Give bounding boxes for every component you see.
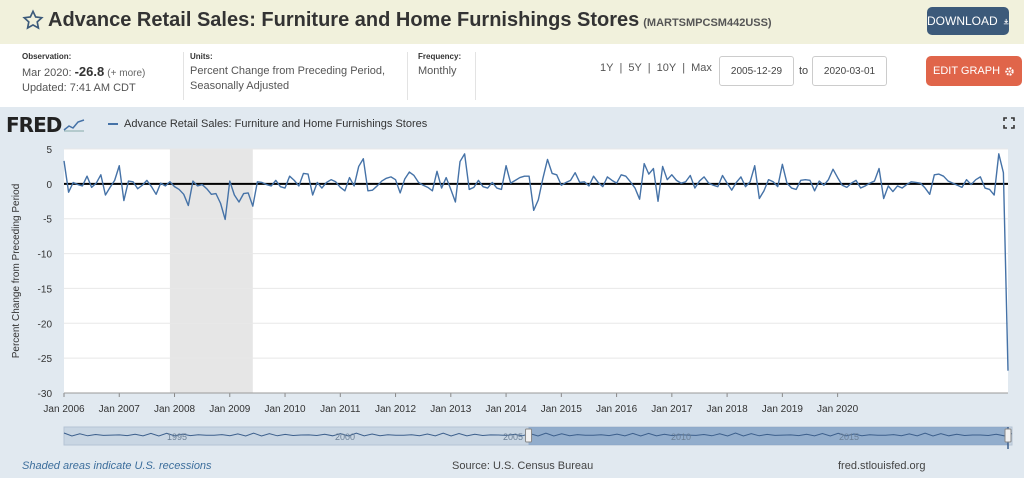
navigator-handle-right: [1004, 428, 1012, 443]
navigator-label: 1995: [167, 432, 187, 442]
series-line: [63, 153, 1009, 371]
units-line1: Percent Change from Preceding Period,: [190, 65, 386, 77]
logo-chart-icon: [63, 119, 85, 132]
x-tick-label: Jan 2016: [596, 404, 638, 415]
range-max[interactable]: Max: [691, 62, 712, 74]
updated-time: Updated: 7:41 AM CDT: [22, 82, 136, 94]
x-tick-label: Jan 2009: [209, 404, 251, 415]
download-button[interactable]: DOWNLOAD: [927, 7, 1009, 35]
fullscreen-icon[interactable]: [1003, 117, 1015, 129]
page-header: Advance Retail Sales: Furniture and Home…: [0, 0, 1024, 44]
navigator-label: 2005: [503, 432, 523, 442]
frequency-label: Frequency:: [418, 52, 462, 61]
download-label: DOWNLOAD: [927, 14, 998, 28]
range-selector: 1Y | 5Y | 10Y | Max: [600, 62, 712, 74]
star-icon[interactable]: [22, 9, 44, 31]
x-tick-label: Jan 2006: [43, 404, 85, 415]
recession-note: Shaded areas indicate U.S. recessions: [22, 460, 212, 472]
x-tick-label: Jan 2007: [99, 404, 141, 415]
site-link[interactable]: fred.stlouisfed.org: [838, 460, 926, 472]
observation-label: Observation:: [22, 52, 72, 61]
observation-block: Observation: Mar 2020: -26.8 (+ more) Up…: [22, 52, 184, 100]
range-5y[interactable]: 5Y: [628, 62, 642, 74]
units-line2: Seasonally Adjusted: [190, 80, 290, 92]
more-link[interactable]: (+ more): [107, 68, 146, 79]
fred-logo-text: FRED: [6, 113, 62, 137]
x-tick-label: Jan 2012: [375, 404, 417, 415]
x-tick-label: Jan 2011: [320, 404, 361, 415]
observation-date: Mar 2020:: [22, 67, 72, 79]
edit-graph-label: EDIT GRAPH: [932, 65, 1001, 77]
y-tick-label: -5: [43, 215, 52, 226]
x-tick-label: Jan 2008: [154, 404, 196, 415]
fred-logo: FRED: [6, 113, 85, 137]
edit-graph-button[interactable]: EDIT GRAPH: [926, 56, 1022, 86]
y-tick-label: -25: [38, 354, 53, 365]
y-tick-label: 5: [46, 145, 52, 156]
x-tick-label: Jan 2014: [485, 404, 527, 415]
source-text: Source: U.S. Census Bureau: [452, 460, 594, 472]
x-tick-label: Jan 2013: [430, 404, 472, 415]
frequency-value: Monthly: [418, 65, 457, 77]
y-tick-label: -20: [38, 319, 53, 330]
gear-icon: [1005, 66, 1014, 76]
navigator-selection: [528, 427, 1008, 445]
observation-value: -26.8: [74, 64, 105, 79]
x-tick-label: Jan 2019: [762, 404, 804, 415]
download-icon: [1003, 18, 1009, 24]
to-label: to: [799, 65, 809, 77]
legend: Advance Retail Sales: Furniture and Home…: [108, 118, 427, 130]
y-tick-label: -10: [38, 250, 53, 261]
range-1y[interactable]: 1Y: [600, 62, 614, 74]
legend-label: Advance Retail Sales: Furniture and Home…: [124, 118, 428, 130]
units-block: Units: Percent Change from Preceding Per…: [190, 52, 408, 100]
navigator-handle-left: [525, 428, 533, 443]
navigator-label: 2015: [839, 432, 859, 442]
y-axis-label: Percent Change from Preceding Period: [11, 184, 22, 359]
x-tick-label: Jan 2017: [651, 404, 693, 415]
navigator-series: [63, 432, 1013, 437]
x-tick-label: Jan 2010: [264, 404, 306, 415]
y-tick-label: 0: [46, 180, 52, 191]
page-title: Advance Retail Sales: Furniture and Home…: [48, 9, 772, 32]
legend-swatch: [108, 123, 118, 125]
y-tick-label: -30: [38, 389, 53, 400]
x-tick-label: Jan 2018: [707, 404, 749, 415]
series-id: (MARTSMPCSM442USS): [643, 17, 772, 29]
end-date-input[interactable]: 2020-03-01: [812, 56, 887, 86]
recession-shade: [169, 149, 253, 393]
range-10y[interactable]: 10Y: [656, 62, 677, 74]
navigator-label: 2010: [671, 432, 691, 442]
y-tick-label: -15: [38, 284, 53, 295]
x-tick-label: Jan 2020: [817, 404, 859, 415]
x-tick-label: Jan 2015: [541, 404, 583, 415]
start-date-input[interactable]: 2005-12-29: [719, 56, 794, 86]
title-text: Advance Retail Sales: Furniture and Home…: [48, 9, 640, 31]
navigator-label: 2000: [335, 432, 355, 442]
frequency-block: Frequency: Monthly: [418, 52, 476, 100]
units-label: Units:: [190, 52, 213, 61]
